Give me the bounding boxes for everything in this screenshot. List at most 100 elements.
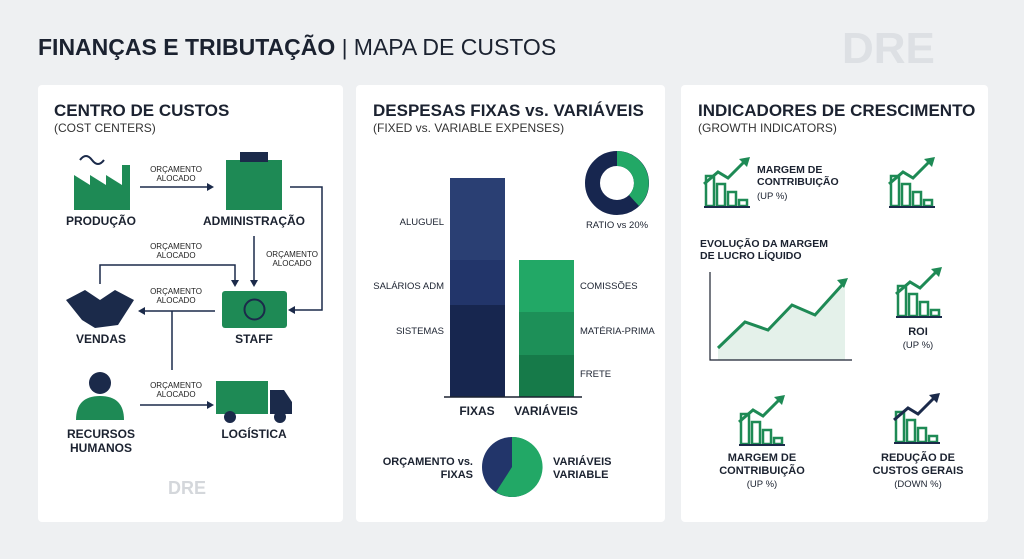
icon-arrow <box>888 160 931 186</box>
handshake-icon <box>66 290 134 328</box>
icon-arrowhead <box>774 395 785 405</box>
panel-title: DESPESAS FIXAS vs. VARIÁVEIS <box>373 101 644 120</box>
node-label: ADMINISTRAÇÃO <box>203 214 305 228</box>
area <box>718 282 845 360</box>
growth-icons <box>703 157 942 446</box>
line-chart <box>709 272 852 361</box>
head <box>89 372 111 394</box>
indicator-label: MARGEM DE CONTRIBUIÇÃO <box>757 164 839 189</box>
header: FINANÇAS E TRIBUTAÇÃO | MAPA DE CUSTOS <box>38 34 557 60</box>
edge-label: ORÇAMENTO ALOCADO <box>150 381 202 400</box>
category-label: VARIÁVEIS <box>514 404 578 418</box>
segment <box>450 305 505 397</box>
arrow <box>290 186 323 311</box>
stacked-bars <box>444 178 582 398</box>
node-label: PRODUÇÃO <box>65 214 136 228</box>
icon-arrow <box>893 396 936 422</box>
arrowhead <box>250 280 258 287</box>
logo: DRE <box>168 478 207 498</box>
segment <box>450 260 505 305</box>
indicator-note: (DOWN %) <box>894 479 942 490</box>
icon-arrow <box>895 270 938 296</box>
pie-slice <box>496 436 543 497</box>
icon-arrowhead <box>929 393 940 403</box>
arrowhead <box>207 401 214 409</box>
pie-label: VARIÁVEIS VARIABLE <box>553 456 612 481</box>
arrowheads <box>138 183 295 409</box>
indicator-note: (UP %) <box>902 340 934 351</box>
icon-arrow <box>738 398 781 424</box>
segment-label: FRETE <box>580 369 612 380</box>
chart-title: EVOLUÇÃO DA MARGEM DE LUCRO LÍQUIDO <box>700 238 828 263</box>
segment <box>519 312 574 355</box>
axes <box>709 272 852 361</box>
arrowhead <box>138 307 145 315</box>
smoke <box>79 155 105 165</box>
factory-icon <box>74 155 130 210</box>
edge-label: ORÇAMENTO ALOCADO <box>150 242 202 261</box>
roof <box>240 152 268 162</box>
indicator-note: (UP %) <box>757 191 788 202</box>
edge-label: ORÇAMENTO ALOCADO <box>150 287 202 306</box>
panel-subtitle: (GROWTH INDICATORS) <box>698 121 837 135</box>
bill <box>222 291 287 328</box>
segment-label: COMISSÕES <box>580 281 638 292</box>
segment-label: ALUGUEL <box>399 217 444 228</box>
pie <box>482 436 543 497</box>
icon-arrowhead <box>931 267 942 277</box>
edge-label: ORÇAMENTO ALOCADO <box>266 250 318 269</box>
icon-arrowhead <box>739 157 750 167</box>
panel-subtitle: (COST CENTERS) <box>54 121 156 135</box>
node-label: STAFF <box>235 332 273 346</box>
handshake <box>66 290 134 328</box>
segment-label: SALÁRIOS ADM <box>373 281 444 292</box>
panel-title: INDICADORES DE CRESCIMENTO <box>698 101 976 120</box>
wheel <box>274 411 286 423</box>
indicator-label: MARGEM DE CONTRIBUIÇÃO <box>719 452 805 477</box>
segment <box>519 355 574 397</box>
segment <box>519 260 574 312</box>
arrowhead <box>288 306 295 314</box>
wheel <box>224 411 236 423</box>
arrowhead <box>231 280 239 287</box>
body <box>76 396 124 420</box>
coin <box>243 298 266 321</box>
arrowhead <box>207 183 214 191</box>
icon-arrow <box>703 160 746 186</box>
pie-label: ORÇAMENTO vs. FIXAS <box>382 456 473 481</box>
panel-title: CENTRO DE CUSTOS <box>54 101 230 120</box>
segment <box>450 178 505 260</box>
truck-icon <box>216 381 292 423</box>
connectors <box>99 186 323 406</box>
segment-label: SISTEMAS <box>395 326 444 337</box>
panel-subtitle: (FIXED vs. VARIABLE EXPENSES) <box>373 121 565 135</box>
watermark: DRE <box>842 24 935 73</box>
building-icon <box>226 152 282 210</box>
donut-slice <box>617 151 649 206</box>
cab <box>270 390 292 414</box>
indicator-note: (UP %) <box>746 479 778 490</box>
arrow <box>99 264 236 284</box>
donut <box>585 151 649 215</box>
indicator-label: REDUÇÃO DE CUSTOS GERAIS <box>872 452 964 477</box>
money-icon <box>222 291 287 328</box>
node-label: VENDAS <box>75 332 126 346</box>
person-icon <box>76 372 124 420</box>
donut-label: RATIO vs 20% <box>585 220 649 231</box>
node-label: RECURSOS HUMANOS <box>66 427 135 455</box>
category-label: FIXAS <box>459 404 495 418</box>
trend-line <box>716 283 844 350</box>
arrowhead <box>837 278 848 288</box>
title: FINANÇAS E TRIBUTAÇÃO <box>38 34 336 60</box>
subtitle: MAPA DE CUSTOS <box>353 34 557 60</box>
cargo <box>216 381 268 414</box>
node-label: LOGÍSTICA <box>221 427 287 441</box>
building <box>226 160 282 210</box>
segment-label: MATÉRIA-PRIMA <box>580 326 655 337</box>
edge-label: ORÇAMENTO ALOCADO <box>150 165 202 184</box>
indicator-label: ROI <box>908 326 928 338</box>
icon-arrowhead <box>924 157 935 167</box>
factory <box>74 165 130 210</box>
